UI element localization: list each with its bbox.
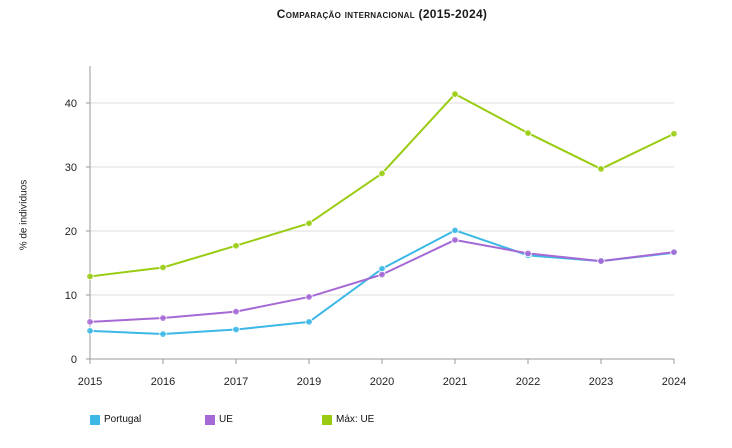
y-tick-label: 20 [65, 226, 77, 238]
data-point[interactable] [159, 314, 167, 322]
y-tick-label: 10 [65, 290, 77, 302]
y-tick-label: 30 [65, 162, 77, 174]
x-tick-label: 2015 [78, 376, 102, 388]
data-point[interactable] [86, 327, 94, 335]
x-tick-label: 2024 [662, 376, 686, 388]
data-point[interactable] [305, 219, 313, 228]
data-point[interactable] [305, 318, 313, 326]
x-tick-label: 2022 [516, 376, 540, 388]
data-point[interactable] [451, 236, 459, 244]
legend-item[interactable]: Máx: UE [322, 414, 374, 425]
legend-item[interactable]: Portugal [90, 414, 141, 425]
x-tick-label: 2019 [297, 376, 321, 388]
y-tick-label: 0 [71, 354, 77, 366]
series-line-2 [89, 93, 675, 278]
data-point[interactable] [524, 249, 532, 258]
data-point[interactable] [232, 242, 240, 250]
x-tick-label: 2017 [224, 376, 248, 388]
series-line-1 [89, 238, 675, 323]
data-point[interactable] [670, 248, 678, 256]
data-point[interactable] [597, 257, 605, 265]
y-tick-label: 40 [65, 98, 77, 110]
data-point[interactable] [232, 325, 240, 334]
legend-item[interactable]: UE [205, 414, 233, 425]
grid-layer [90, 102, 674, 296]
x-tick-label: 2021 [443, 376, 467, 388]
data-point[interactable] [159, 330, 167, 338]
x-tick-label: 2023 [589, 376, 613, 388]
legend-swatch [205, 414, 215, 425]
legend-label: Máx: UE [336, 414, 375, 425]
legend-label: UE [219, 414, 233, 425]
series-line-0 [89, 229, 675, 336]
data-point[interactable] [597, 165, 605, 173]
data-point[interactable] [524, 129, 532, 137]
x-tick-label: 2016 [151, 376, 175, 388]
axis-layer: 0 10 20 30 40 2015 2016 2017 2019 2020 2021 2022 202… [65, 66, 686, 388]
data-point[interactable] [451, 90, 459, 98]
data-point[interactable] [451, 226, 459, 235]
data-point[interactable] [86, 272, 94, 281]
legend-label: Portugal [104, 414, 142, 425]
data-point[interactable] [378, 270, 386, 279]
data-point[interactable] [670, 130, 678, 138]
legend-swatch [322, 414, 332, 425]
data-point[interactable] [305, 293, 313, 301]
data-point[interactable] [378, 169, 386, 178]
data-point[interactable] [232, 307, 240, 316]
x-tick-label: 2020 [370, 376, 394, 388]
chart-title: Comparação internacional (2015-2024) [276, 7, 488, 21]
series-layer [86, 90, 678, 338]
legend-swatch [90, 414, 100, 425]
data-point[interactable] [86, 318, 94, 326]
data-point[interactable] [159, 263, 167, 272]
